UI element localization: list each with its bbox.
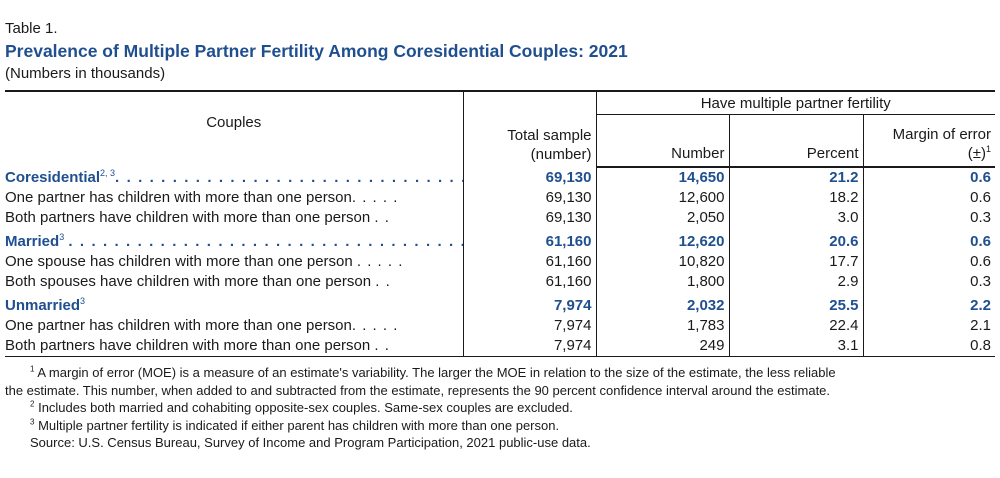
cell-percent: 18.2 [729, 188, 864, 208]
table-header: Couples Total sample (number) Have multi… [5, 90, 996, 168]
cell-total: 61,160 [463, 252, 597, 272]
cell-percent: 20.6 [729, 228, 864, 252]
header-moe-line1: Margin of error [892, 126, 992, 143]
table-row: One spouse has children with more than o… [5, 252, 995, 272]
row-label: Coresidential2, 3. . . . . . . . . . . .… [5, 167, 464, 188]
header-total-sample-line2: (number) [530, 146, 592, 163]
cell-percent: 21.2 [729, 167, 864, 188]
row-label: Married3 . . . . . . . . . . . . . . . .… [5, 228, 464, 252]
table-body: Coresidential2, 3. . . . . . . . . . . .… [5, 167, 996, 357]
cell-moe: 0.6 [970, 253, 992, 270]
cell-total: 61,160 [463, 228, 597, 252]
row-label: Unmarried3 [5, 292, 464, 316]
cell-percent: 17.7 [729, 252, 864, 272]
table-row-unmarried: Unmarried3 7,974 2,032 25.5 2.2 [5, 292, 995, 316]
row-label: Both partners have children with more th… [5, 336, 464, 357]
cell-total: 69,130 [463, 188, 597, 208]
table-row: One partner has children with more than … [5, 316, 995, 336]
cell-moe: 0.6 [970, 233, 992, 250]
cell-percent: 22.4 [729, 316, 864, 336]
table-row: Both partners have children with more th… [5, 336, 996, 357]
row-label: One spouse has children with more than o… [5, 252, 464, 272]
table-row: One partner has children with more than … [5, 188, 995, 208]
cell-moe: 2.2 [970, 297, 992, 314]
cell-moe: 0.6 [970, 189, 992, 206]
header-total-sample: Total sample (number) [463, 90, 597, 167]
cell-total: 7,974 [463, 336, 597, 357]
data-table: Couples Total sample (number) Have multi… [5, 90, 996, 357]
footnote-1: 1 A margin of error (MOE) is a measure o… [30, 364, 836, 380]
header-couples: Couples [5, 90, 464, 167]
table-row: Both partners have children with more th… [5, 208, 995, 228]
table-label: Table 1. [5, 20, 58, 37]
cell-moe: 0.3 [970, 273, 992, 290]
cell-number: 1,800 [596, 272, 730, 292]
header-group-mpf: Have multiple partner fertility [596, 90, 996, 115]
header-moe-sup: 1 [986, 144, 992, 154]
cell-total: 7,974 [463, 292, 597, 316]
cell-number: 249 [596, 336, 730, 357]
cell-number: 10,820 [596, 252, 730, 272]
table-title: Prevalence of Multiple Partner Fertility… [5, 41, 628, 61]
header-percent: Percent [729, 114, 864, 168]
cell-number: 12,620 [596, 228, 730, 252]
cell-moe: 0.3 [970, 209, 992, 226]
table-subtitle: (Numbers in thousands) [5, 65, 166, 82]
cell-percent: 25.5 [729, 292, 864, 316]
row-label: One partner has children with more than … [5, 188, 464, 208]
table-notes: 1 A margin of error (MOE) is a measure o… [5, 364, 995, 452]
header-total-sample-line1: Total sample [507, 127, 592, 144]
cell-number: 2,050 [596, 208, 730, 228]
cell-total: 69,130 [463, 167, 597, 188]
cell-number: 1,783 [596, 316, 730, 336]
row-label: Both spouses have children with more tha… [5, 272, 464, 292]
header-moe-line2: (±) [967, 145, 986, 162]
cell-percent: 2.9 [729, 272, 864, 292]
cell-total: 7,974 [463, 316, 597, 336]
cell-moe: 0.8 [863, 336, 996, 357]
table-document: Table 1. Prevalence of Multiple Partner … [5, 20, 996, 452]
cell-total: 69,130 [463, 208, 597, 228]
table-row-married: Married3 . . . . . . . . . . . . . . . .… [5, 228, 995, 252]
cell-percent: 3.1 [729, 336, 864, 357]
cell-moe: 2.1 [970, 317, 992, 334]
table-row-coresidential: Coresidential2, 3. . . . . . . . . . . .… [5, 167, 995, 188]
row-label: Both partners have children with more th… [5, 208, 464, 228]
footnote-1-continued: the estimate. This number, when added to… [5, 382, 831, 398]
source-note: Source: U.S. Census Bureau, Survey of In… [30, 435, 591, 450]
footnote-3: 3 Multiple partner fertility is indicate… [30, 417, 560, 433]
row-label: One partner has children with more than … [5, 316, 464, 336]
table-row: Both spouses have children with more tha… [5, 272, 995, 292]
cell-number: 14,650 [596, 167, 730, 188]
cell-number: 2,032 [596, 292, 730, 316]
footnote-2: 2 Includes both married and cohabiting o… [30, 399, 573, 415]
header-moe: Margin of error (±)1 [863, 114, 996, 168]
cell-moe: 0.6 [970, 169, 992, 186]
header-number: Number [596, 114, 730, 168]
cell-percent: 3.0 [729, 208, 864, 228]
cell-total: 61,160 [463, 272, 597, 292]
cell-number: 12,600 [596, 188, 730, 208]
